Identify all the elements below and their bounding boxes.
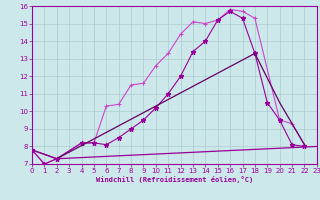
X-axis label: Windchill (Refroidissement éolien,°C): Windchill (Refroidissement éolien,°C) <box>96 176 253 183</box>
